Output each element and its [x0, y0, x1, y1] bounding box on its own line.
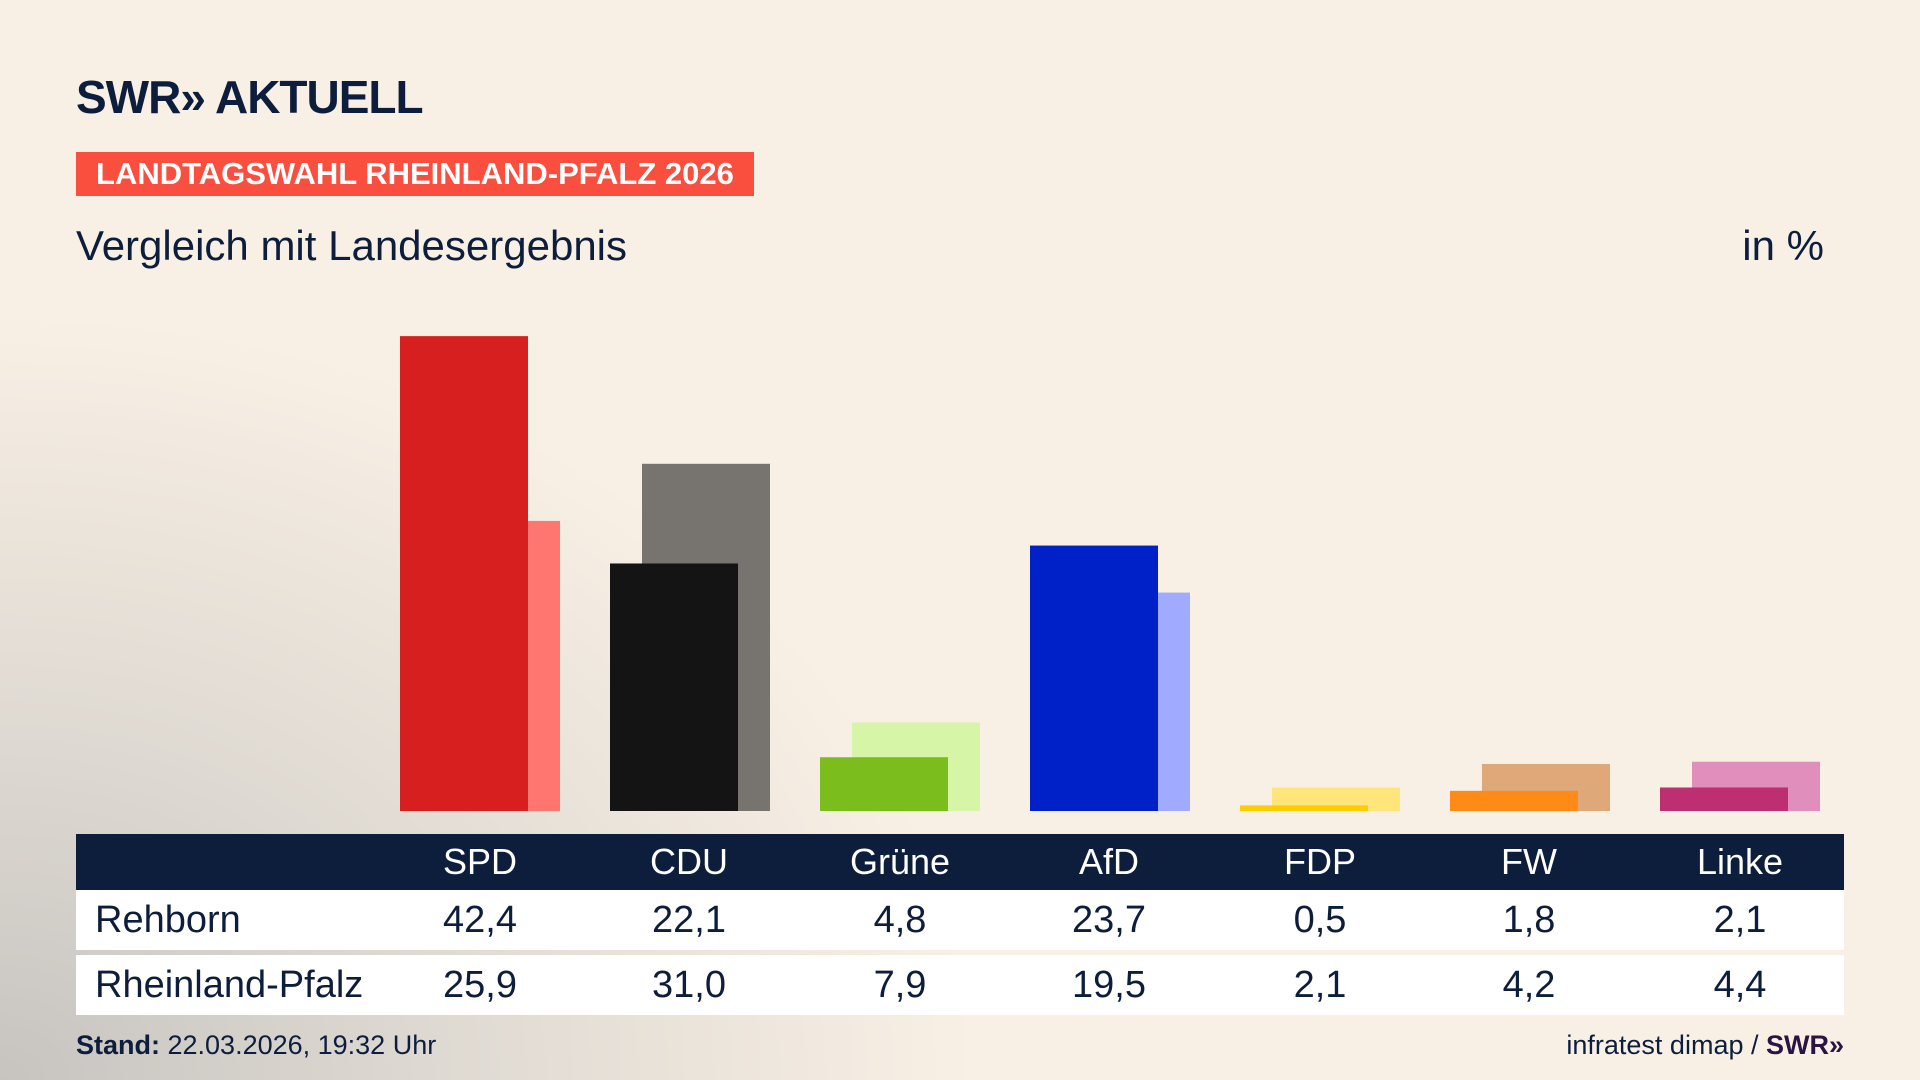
- table-cell: 31,0: [652, 963, 726, 1006]
- table-cell: 0,5: [1293, 898, 1347, 941]
- bar-spd-local: [400, 336, 528, 811]
- bar-fw-local: [1450, 790, 1578, 811]
- table-cell: 2,1: [1293, 963, 1347, 1006]
- bar-fdp-local: [1240, 805, 1368, 811]
- table-row: Rheinland-Pfalz 25,9 31,0 7,9 19,5 2,1 4,2 4,4: [76, 955, 1844, 1015]
- swr-logo: SWR»: [1765, 1030, 1844, 1060]
- stand-value: 22.03.2026, 19:32 Uhr: [160, 1030, 437, 1060]
- table-cell: 25,9: [443, 963, 517, 1006]
- bar-linke-local: [1660, 787, 1788, 811]
- row-label: Rheinland-Pfalz: [95, 963, 364, 1006]
- table-row: Rehborn 42,4 22,1 4,8 23,7 0,5 1,8 2,1: [76, 890, 1844, 950]
- table-cell: 4,4: [1713, 963, 1767, 1006]
- table-cell: 4,8: [873, 898, 927, 941]
- bar-grüne-local: [820, 757, 948, 811]
- bar-afd-local: [1030, 545, 1158, 811]
- column-header: FDP: [1284, 841, 1356, 882]
- table-cell: 19,5: [1072, 963, 1146, 1006]
- row-label: Rehborn: [95, 898, 241, 941]
- table-cell: 1,8: [1502, 898, 1556, 941]
- column-header: SPD: [442, 841, 518, 882]
- table-header-row: SPD CDU Grüne AfD FDP FW Linke: [76, 834, 1844, 890]
- bar-chart: [400, 336, 1820, 811]
- column-header: FW: [1501, 841, 1557, 882]
- bar-cdu-local: [610, 563, 738, 811]
- table-cell: 7,9: [873, 963, 927, 1006]
- column-header: AfD: [1078, 841, 1139, 882]
- swr-aktuell-logo: SWR» AKTUELL: [76, 71, 424, 123]
- table-cell: 2,1: [1713, 898, 1767, 941]
- source: infratest dimap / SWR»: [1566, 1030, 1844, 1061]
- timestamp: Stand: 22.03.2026, 19:32 Uhr: [76, 1030, 436, 1061]
- table-cell: 42,4: [443, 898, 517, 941]
- source-text: infratest dimap /: [1566, 1030, 1766, 1060]
- unit-label: in %: [1742, 222, 1824, 269]
- bar-fdp-land: [1272, 787, 1400, 811]
- results-table: SPD CDU Grüne AfD FDP FW Linke Rehborn 42,4 22,…: [76, 834, 1844, 1015]
- stand-label: Stand:: [76, 1030, 160, 1060]
- chart-subtitle: Vergleich mit Landesergebnis: [76, 222, 628, 269]
- column-header: Linke: [1696, 841, 1784, 882]
- table-cell: 23,7: [1072, 898, 1146, 941]
- table-cell: 22,1: [652, 898, 726, 941]
- column-header: Grüne: [849, 841, 951, 882]
- election-badge: LANDTAGSWAHL RHEINLAND-PFALZ 2026: [76, 152, 754, 196]
- column-header: CDU: [650, 841, 728, 882]
- table-cell: 4,2: [1502, 963, 1556, 1006]
